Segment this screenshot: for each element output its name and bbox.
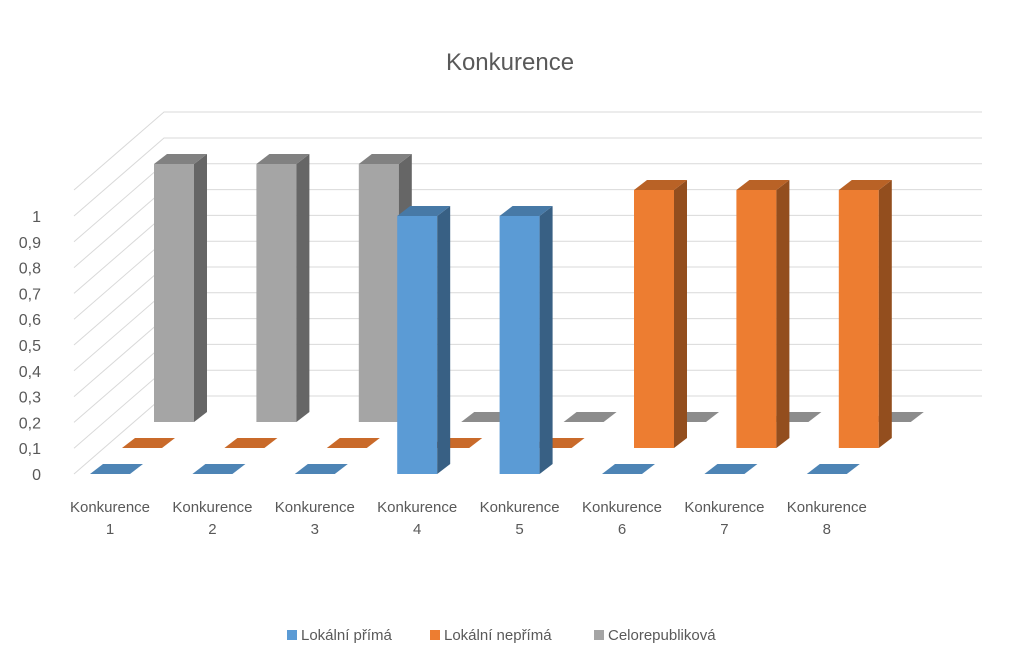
bar [294, 464, 348, 474]
y-tick-label: 0 [32, 467, 41, 484]
x-tick-label: Konkurence 3 [275, 499, 355, 538]
bar [704, 464, 758, 474]
legend-swatch [287, 630, 297, 640]
legend-item: Lokální nepřímá [430, 627, 552, 644]
bar [499, 206, 553, 474]
legend-label: Lokální nepřímá [444, 627, 552, 644]
x-tick-label: Konkurence 5 [480, 499, 560, 538]
chart-title: Konkurence [446, 49, 574, 76]
y-tick-label: 0,7 [19, 286, 41, 303]
y-axis-ticks: 0 0,1 0,2 0,3 0,4 0,5 0,6 0,7 0,8 0,9 1 [19, 209, 41, 484]
bar [224, 438, 278, 448]
y-tick-label: 0,9 [19, 235, 41, 252]
bar [154, 154, 207, 422]
bar [563, 412, 617, 422]
bar [736, 180, 790, 448]
y-tick-label: 0,5 [19, 338, 41, 355]
bar [256, 154, 310, 422]
bar [326, 438, 380, 448]
legend-item: Lokální přímá [287, 627, 393, 644]
y-tick-label: 1 [32, 209, 41, 226]
x-tick-label: Konkurence 2 [172, 499, 252, 538]
x-tick-label: Konkurence 1 [70, 499, 150, 538]
y-tick-label: 0,3 [19, 390, 41, 407]
y-tick-label: 0,2 [19, 415, 41, 432]
legend-item: Celorepubliková [594, 627, 716, 644]
bar [122, 438, 175, 448]
bar [397, 206, 451, 474]
bar [634, 180, 687, 448]
legend: Lokální přímá Lokální nepřímá Celorepublik… [287, 627, 716, 644]
x-tick-label: Konkurence 8 [787, 499, 867, 538]
y-tick-label: 0,8 [19, 261, 41, 278]
bar [806, 464, 860, 474]
bar [838, 180, 892, 448]
gridline [73, 111, 982, 191]
bar [192, 464, 246, 474]
x-tick-label: Konkurence 4 [377, 499, 457, 538]
bar [90, 464, 143, 474]
legend-swatch [594, 630, 604, 640]
bars [90, 154, 924, 474]
x-tick-label: Konkurence 6 [582, 499, 662, 538]
y-tick-label: 0,6 [19, 312, 41, 329]
bar [602, 464, 655, 474]
gridline [73, 137, 982, 217]
x-tick-label: Konkurence 7 [684, 499, 764, 538]
legend-label: Celorepubliková [608, 627, 716, 644]
y-tick-label: 0,1 [19, 441, 41, 458]
legend-swatch [430, 630, 440, 640]
y-tick-label: 0,4 [19, 364, 41, 381]
legend-label: Lokální přímá [301, 627, 393, 644]
category-labels: Konkurence 1 Konkurence 2 Konkurence 3 Konkure… [70, 499, 867, 538]
